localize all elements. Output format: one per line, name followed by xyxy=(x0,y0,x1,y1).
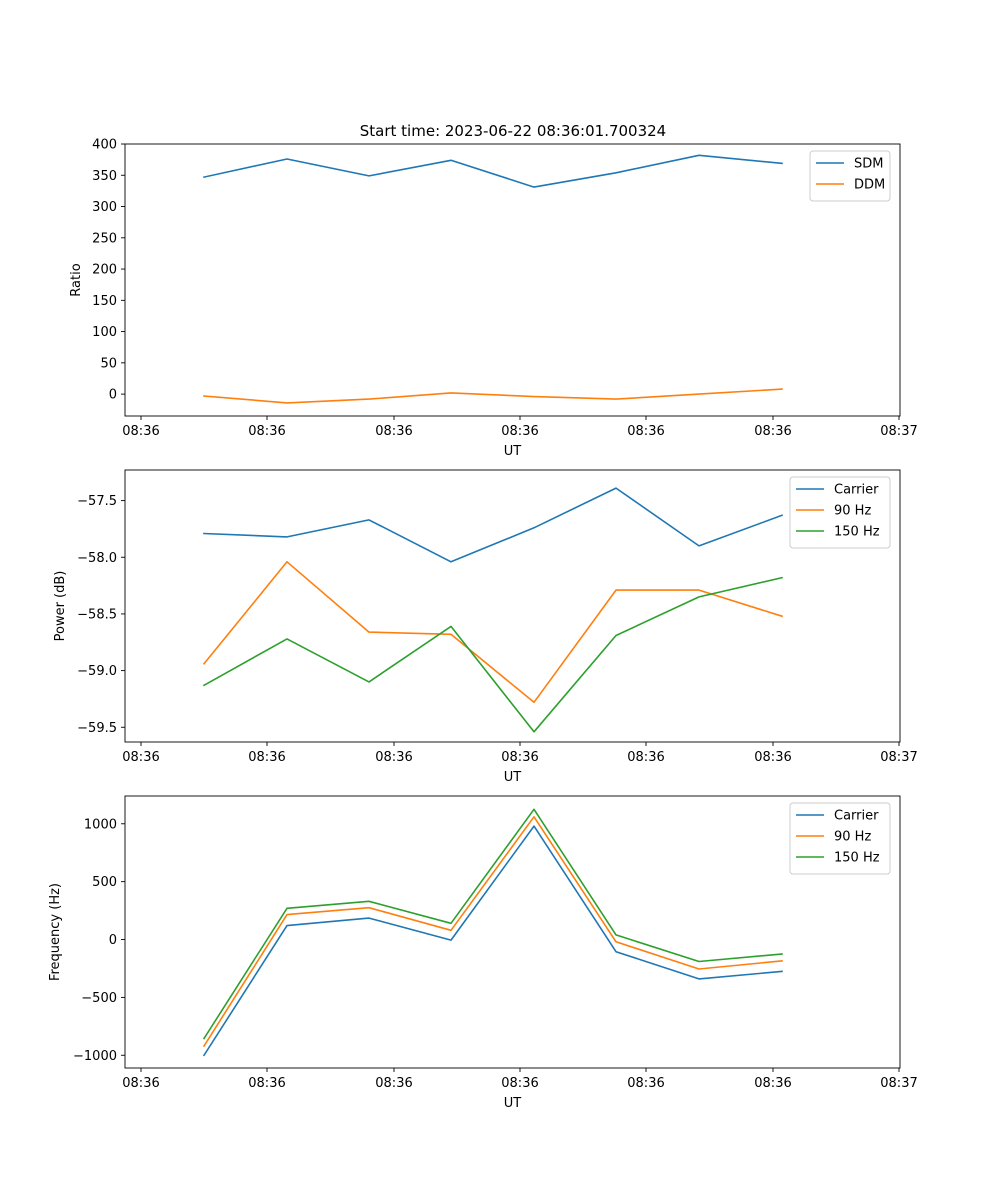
plot-frame xyxy=(124,143,901,417)
x-tick-label: 08:36 xyxy=(754,750,791,765)
x-tick-label: 08:37 xyxy=(880,750,917,765)
y-tick-label: −1000 xyxy=(73,1049,117,1064)
y-tick-label: 200 xyxy=(92,263,117,278)
x-axis-label: UT xyxy=(504,1096,522,1111)
legend-label: 90 Hz xyxy=(834,830,871,845)
subplot-2: 08:36 08:36 08:36 08:36 08:36 08:36 08:37 −59.5… xyxy=(53,469,918,785)
subplot-1: 08:36 08:36 08:36 08:36 08:36 08:36 08:37 0 50 10… xyxy=(69,138,918,460)
x-tick-label: 08:36 xyxy=(122,750,159,765)
legend-label: SDM xyxy=(854,157,883,172)
y-axis-label: Frequency (Hz) xyxy=(48,883,63,981)
y-tick-label: 100 xyxy=(92,325,117,340)
x-tick-label: 08:36 xyxy=(122,424,159,439)
y-tick-label: −500 xyxy=(81,991,117,1006)
x-tick-label: 08:36 xyxy=(375,1076,412,1091)
legend: Carrier 90 Hz 150 Hz xyxy=(789,476,891,549)
legend-label: DDM xyxy=(854,178,885,193)
x-tick-label: 08:36 xyxy=(248,1076,285,1091)
series-line-90-hz xyxy=(202,560,784,704)
x-tick-label: 08:36 xyxy=(627,1076,664,1091)
y-tick-label: 350 xyxy=(92,169,117,184)
y-tick-label: 1000 xyxy=(84,817,117,832)
y-tick-label: 0 xyxy=(109,388,117,403)
y-tick-label: 300 xyxy=(92,200,117,215)
series-line-carrier xyxy=(202,825,783,1057)
series-line-sdm xyxy=(203,154,783,188)
y-tick-label: −58.5 xyxy=(77,607,117,622)
y-tick-label: 50 xyxy=(100,356,117,371)
legend-label: Carrier xyxy=(834,809,879,824)
legend-label: Carrier xyxy=(834,483,879,498)
legend: Carrier 90 Hz 150 Hz xyxy=(789,802,891,875)
x-tick-label: 08:36 xyxy=(501,424,538,439)
figure-title: Start time: 2023-06-22 08:36:01.700324 xyxy=(360,122,666,140)
x-tick-label: 08:37 xyxy=(880,1076,917,1091)
legend-label: 150 Hz xyxy=(834,525,880,540)
y-tick-label: −57.5 xyxy=(77,494,117,509)
subplot-3: 08:36 08:36 08:36 08:36 08:36 08:36 08:37 −1000… xyxy=(48,795,918,1111)
x-axis-label: UT xyxy=(504,444,522,459)
series-line-150-hz xyxy=(202,808,783,1040)
x-tick-label: 08:36 xyxy=(248,750,285,765)
x-tick-label: 08:36 xyxy=(375,424,412,439)
x-tick-label: 08:36 xyxy=(501,1076,538,1091)
plot-frame xyxy=(124,795,901,1069)
x-tick-label: 08:36 xyxy=(627,424,664,439)
series-line-carrier xyxy=(203,487,784,563)
x-axis-label: UT xyxy=(504,770,522,785)
series-line-150-hz xyxy=(202,576,783,733)
legend-label: 90 Hz xyxy=(834,504,871,519)
x-tick-label: 08:36 xyxy=(122,1076,159,1091)
y-tick-label: −58.0 xyxy=(77,551,117,566)
x-tick-label: 08:36 xyxy=(627,750,664,765)
y-tick-label: 150 xyxy=(92,294,117,309)
y-tick-label: −59.5 xyxy=(77,721,117,736)
y-tick-label: 0 xyxy=(109,933,117,948)
x-tick-label: 08:36 xyxy=(754,1076,791,1091)
y-tick-label: 400 xyxy=(92,138,117,153)
legend: SDM DDM xyxy=(809,150,891,202)
x-tick-label: 08:36 xyxy=(754,424,791,439)
series-line-ddm xyxy=(203,388,783,404)
x-tick-label: 08:36 xyxy=(248,424,285,439)
y-tick-label: −59.0 xyxy=(77,664,117,679)
series-line-90-hz xyxy=(202,815,783,1048)
y-axis-label: Ratio xyxy=(69,263,84,296)
legend-label: 150 Hz xyxy=(834,851,880,866)
y-tick-label: 500 xyxy=(92,875,117,890)
x-tick-label: 08:36 xyxy=(501,750,538,765)
x-tick-label: 08:36 xyxy=(375,750,412,765)
plot-frame xyxy=(124,469,901,743)
y-axis-label: Power (dB) xyxy=(53,571,68,642)
y-tick-label: 250 xyxy=(92,231,117,246)
x-tick-label: 08:37 xyxy=(880,424,917,439)
